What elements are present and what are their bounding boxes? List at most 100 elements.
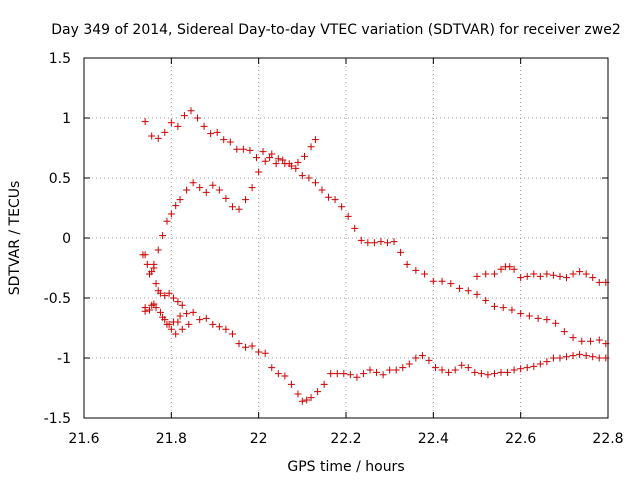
data-point (246, 146, 254, 154)
data-point (305, 174, 313, 182)
data-point (248, 342, 256, 350)
data-point (432, 364, 440, 372)
data-point (477, 370, 485, 378)
data-point (340, 370, 348, 378)
data-point (311, 136, 319, 144)
x-tick-label: 21.6 (68, 431, 99, 447)
data-point (530, 362, 538, 370)
data-point (189, 308, 197, 316)
y-tick-label: 0.5 (49, 171, 71, 187)
data-point (490, 270, 498, 278)
y-tick-label: -1.5 (44, 411, 71, 427)
data-point (327, 370, 335, 378)
data-point (215, 186, 223, 194)
data-point (412, 354, 420, 362)
data-point (499, 304, 507, 312)
data-point (473, 290, 481, 298)
data-point (141, 118, 149, 126)
y-tick-label: -0.5 (44, 291, 71, 307)
data-point (235, 340, 243, 348)
data-point (146, 306, 153, 314)
data-point (445, 368, 453, 376)
data-point (595, 278, 603, 286)
data-point (403, 260, 411, 268)
data-point (517, 365, 525, 373)
data-point (543, 270, 551, 278)
data-point (209, 320, 217, 328)
y-tick-label: -1 (57, 351, 71, 367)
data-point (161, 128, 169, 136)
data-point (294, 390, 302, 398)
data-point (261, 157, 269, 165)
data-point (397, 248, 405, 256)
data-point (268, 364, 276, 372)
data-point (530, 270, 538, 278)
data-point (418, 352, 426, 360)
data-point (220, 136, 228, 144)
data-point (556, 354, 564, 362)
y-tick-label: 1 (62, 111, 71, 127)
data-point (510, 366, 518, 374)
data-point (425, 356, 433, 364)
data-point (178, 301, 186, 309)
data-point (563, 353, 571, 361)
data-point (497, 368, 505, 376)
data-point (167, 210, 175, 218)
data-point (141, 307, 149, 315)
data-point (213, 128, 221, 136)
data-point (202, 314, 210, 322)
data-point (338, 203, 346, 211)
data-point (353, 373, 361, 381)
data-point (303, 396, 311, 404)
data-point (490, 302, 498, 310)
data-point (156, 308, 164, 316)
data-point (447, 280, 455, 288)
data-point (159, 313, 167, 321)
data-point (255, 168, 263, 176)
data-point (279, 156, 287, 164)
data-point (176, 312, 184, 320)
data-point (504, 368, 512, 376)
data-point (248, 184, 256, 192)
series-track-7 (473, 263, 610, 286)
data-point (292, 164, 300, 172)
data-point (320, 380, 328, 388)
data-point (589, 353, 597, 361)
data-point (560, 328, 568, 336)
data-point (176, 196, 184, 204)
x-tick-label: 22.2 (330, 431, 361, 447)
chart-title: Day 349 of 2014, Sidereal Day-to-day VTE… (51, 22, 621, 38)
data-point (165, 289, 173, 297)
data-point (281, 160, 289, 168)
data-point (333, 370, 341, 378)
data-point (589, 274, 597, 282)
series-track-3 (141, 300, 610, 405)
data-point (549, 354, 557, 362)
data-point (359, 370, 367, 378)
data-point (222, 325, 230, 333)
data-point (464, 364, 472, 372)
data-point (222, 194, 230, 202)
data-point (226, 138, 234, 146)
data-point (351, 224, 359, 232)
data-point (458, 361, 466, 369)
data-point (239, 145, 247, 153)
data-point (178, 325, 186, 333)
data-point (148, 132, 156, 140)
data-point (536, 272, 544, 280)
data-point (185, 320, 193, 328)
data-point (148, 301, 156, 309)
data-point (357, 236, 365, 244)
series-track-5 (150, 264, 182, 333)
data-point (183, 186, 191, 194)
data-point (438, 277, 446, 285)
data-point (311, 179, 319, 187)
data-point (207, 130, 215, 138)
data-point (556, 272, 564, 280)
data-point (314, 388, 322, 396)
data-point (268, 150, 276, 158)
data-point (429, 277, 437, 285)
data-point (552, 319, 560, 327)
data-point (482, 270, 490, 278)
